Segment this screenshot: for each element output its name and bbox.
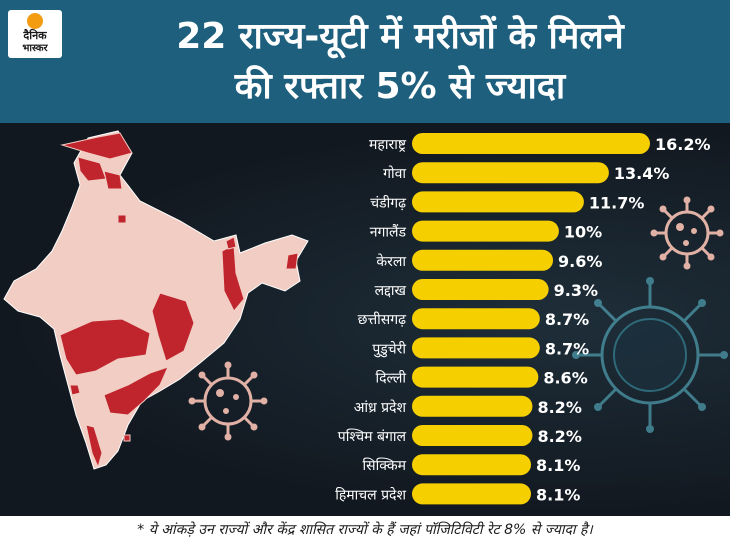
india-map	[3, 130, 309, 470]
value-label: 8.2%	[537, 427, 581, 446]
category-label: लद्दाख	[375, 283, 407, 299]
region-sikkim	[225, 236, 237, 250]
bar	[412, 133, 650, 154]
value-label: 9.6%	[558, 252, 602, 271]
value-label: 8.6%	[543, 369, 587, 388]
value-label: 16.2%	[655, 135, 711, 154]
region-puducherry	[123, 434, 131, 442]
value-label: 10%	[564, 223, 602, 242]
logo-text-line2: भास्कर	[22, 43, 48, 54]
infographic-canvas: महाराष्ट्र 16.2% गोवा 13.4% चंडीगढ़ 11.7% नगाल…	[3, 130, 728, 505]
bar	[412, 191, 584, 213]
chart-title: 22 राज्य-यूटी में मरीजों के मिलने की रफ्…	[90, 12, 710, 112]
bar	[412, 220, 559, 242]
category-label: केरला	[376, 253, 406, 270]
region-ladakh	[60, 132, 133, 160]
value-label: 8.1%	[536, 485, 580, 504]
region-jammu-kashmir	[77, 156, 107, 182]
region-goa	[69, 384, 81, 396]
title-line-1: 22 राज्य-यूटी में मरीजों के मिलने	[176, 16, 624, 57]
sun-icon	[27, 13, 43, 29]
bar	[412, 425, 533, 446]
dainik-bhaskar-logo: दैनिक भास्कर	[8, 10, 62, 58]
region-kerala	[85, 424, 103, 469]
virus-icon	[188, 361, 268, 441]
value-label: 8.7%	[545, 339, 589, 358]
category-label: छत्तीसगढ़	[358, 311, 407, 328]
value-label: 11.7%	[589, 193, 645, 212]
category-label: हिमाचल प्रदेश	[335, 486, 406, 503]
category-label: महाराष्ट्र	[369, 137, 407, 153]
logo-text-line1: दैनिक	[23, 29, 47, 42]
bar	[412, 337, 540, 359]
bar	[412, 483, 531, 505]
bar	[412, 308, 540, 330]
region-chhattisgarh	[151, 292, 195, 362]
bar	[412, 249, 554, 271]
region-andhra	[103, 366, 169, 416]
glowing-virus-icon	[572, 277, 728, 433]
category-label: नगालैंड	[370, 224, 407, 241]
bar	[412, 366, 539, 388]
value-label: 8.1%	[536, 456, 580, 475]
footnote: * ये आंकड़े उन राज्यों और केंद्र शासित र…	[0, 516, 730, 548]
category-label: चंडीगढ़	[370, 194, 407, 211]
region-maharashtra	[59, 318, 151, 376]
value-label: 8.2%	[537, 398, 581, 417]
region-delhi	[117, 214, 127, 224]
value-label: 8.7%	[545, 310, 589, 329]
value-label: 13.4%	[614, 164, 670, 183]
category-label: सिक्किम	[363, 457, 407, 474]
bar	[412, 162, 609, 184]
category-label: पश्चिम बंगाल	[338, 428, 407, 445]
virus-icon-right	[650, 196, 724, 270]
category-label: दिल्ली	[376, 370, 407, 387]
india-map-base	[3, 130, 309, 470]
category-label: गोवा	[383, 165, 406, 182]
chart-area: महाराष्ट्र 16.2% गोवा 13.4% चंडीगढ़ 11.7% नगाल…	[0, 123, 730, 516]
title-line-2: की रफ्तार 5% से ज्यादा	[234, 66, 566, 107]
value-label: 9.3%	[554, 281, 598, 300]
bar	[412, 279, 549, 300]
category-label: आंध्र प्रदेश	[354, 399, 407, 416]
region-nagaland	[285, 252, 299, 270]
bar	[412, 395, 533, 417]
category-label: पुडुचेरी	[372, 340, 406, 357]
region-himachal	[103, 170, 123, 190]
bar-series: महाराष्ट्र 16.2% गोवा 13.4% चंडीगढ़ 11.7% नगाल…	[335, 133, 711, 505]
header-banner: दैनिक भास्कर 22 राज्य-यूटी में मरीजों के…	[0, 0, 730, 123]
bar	[412, 454, 531, 476]
